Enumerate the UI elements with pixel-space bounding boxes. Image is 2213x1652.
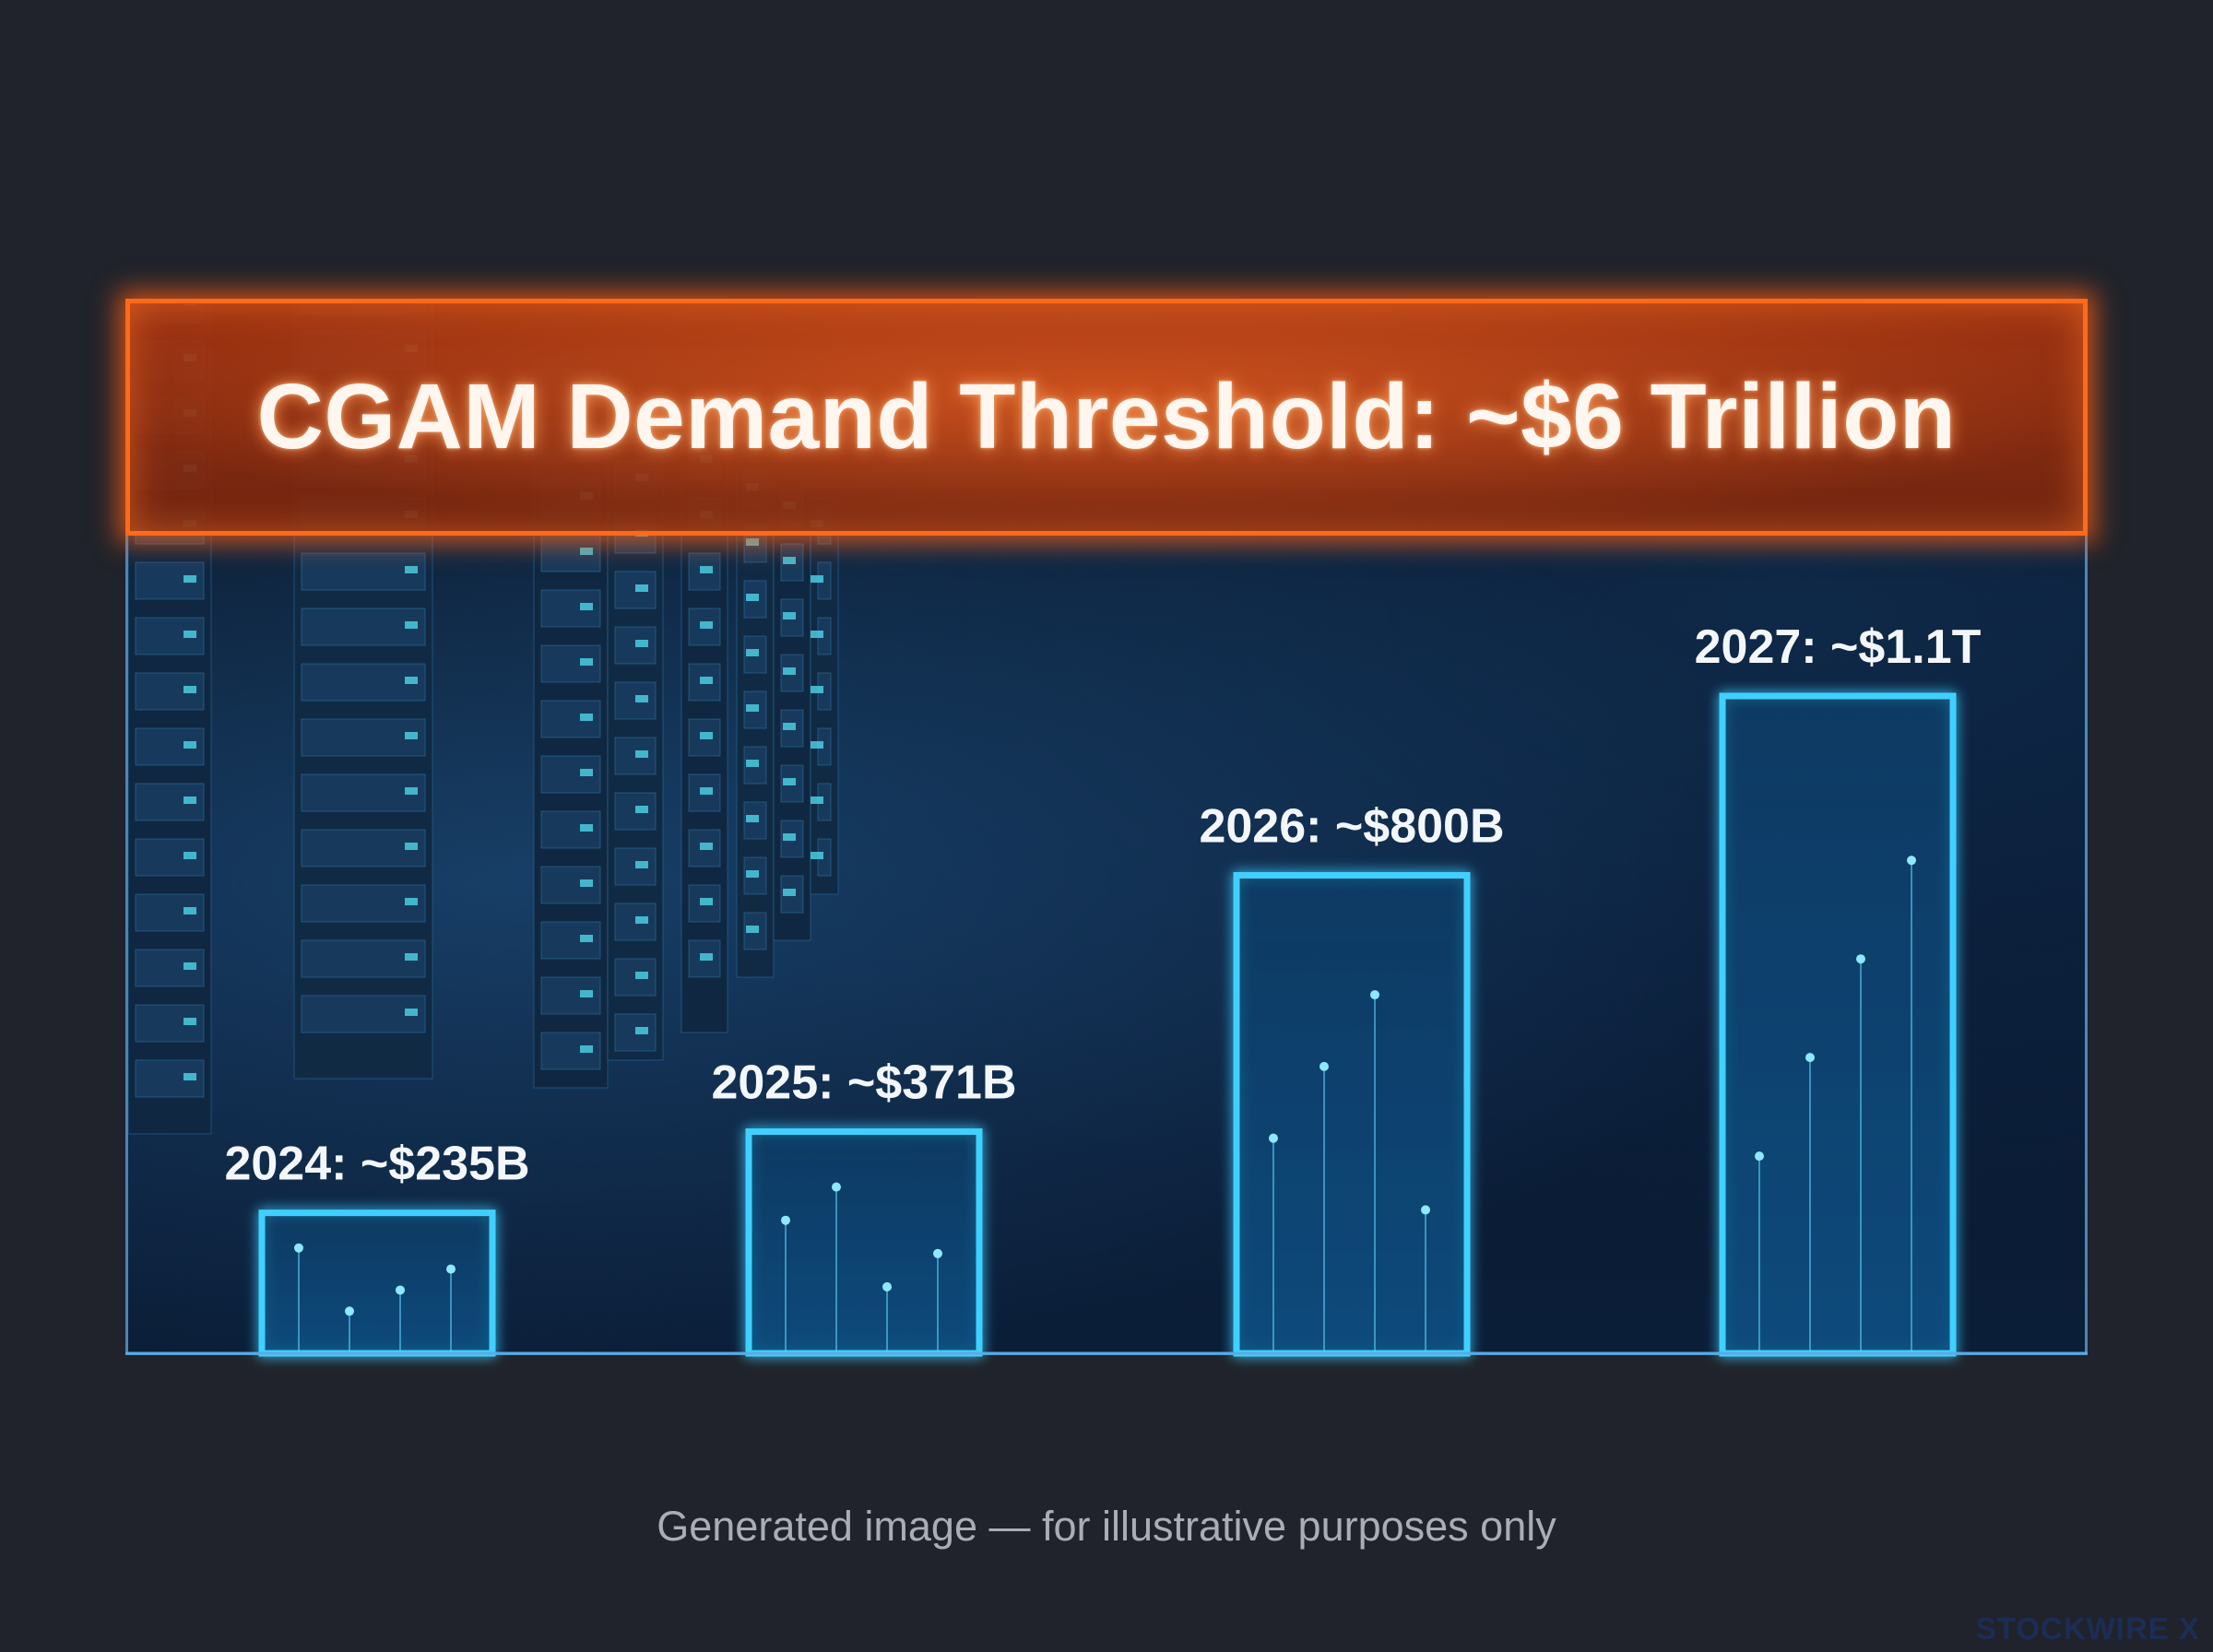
bar-2025 xyxy=(745,1128,983,1357)
brand-watermark: STOCKWIRE X xyxy=(1975,1611,2200,1646)
data-label-2026: 2026: ~$800B xyxy=(1199,799,1504,853)
decor-pin-dot xyxy=(882,1281,892,1292)
decor-pin-dot xyxy=(1856,954,1865,964)
bar-2024 xyxy=(258,1210,496,1357)
decor-pin-dot xyxy=(1907,856,1916,866)
decor-pin-dot xyxy=(1269,1133,1278,1143)
bar-2026 xyxy=(1233,871,1471,1357)
data-label-2024: 2024: ~$235B xyxy=(224,1138,529,1191)
title-banner: CGAM Demand Threshold: ~$6 Trillion xyxy=(125,299,2088,536)
decor-pin-dot xyxy=(1805,1053,1815,1063)
decor-pin-dot xyxy=(1320,1061,1329,1071)
decor-pin-dot xyxy=(294,1243,303,1253)
decor-pin-dot xyxy=(1421,1205,1430,1215)
decor-pin-dot xyxy=(396,1285,405,1295)
decor-pin-dot xyxy=(933,1248,942,1258)
decor-pin-dot xyxy=(1755,1151,1764,1162)
image-caption: Generated image — for illustrative purpo… xyxy=(657,1503,1556,1550)
decor-pin-dot xyxy=(781,1215,790,1225)
chart-title: CGAM Demand Threshold: ~$6 Trillion xyxy=(256,365,1957,468)
decor-pin-dot xyxy=(345,1306,354,1316)
decor-pin-dot xyxy=(832,1182,841,1192)
decor-pin-dot xyxy=(1370,990,1379,1000)
data-label-2025: 2025: ~$371B xyxy=(711,1056,1016,1110)
data-label-2027: 2027: ~$1.1T xyxy=(1695,620,1982,674)
decor-pin-dot xyxy=(446,1264,456,1274)
bar-2027 xyxy=(1719,692,1957,1357)
